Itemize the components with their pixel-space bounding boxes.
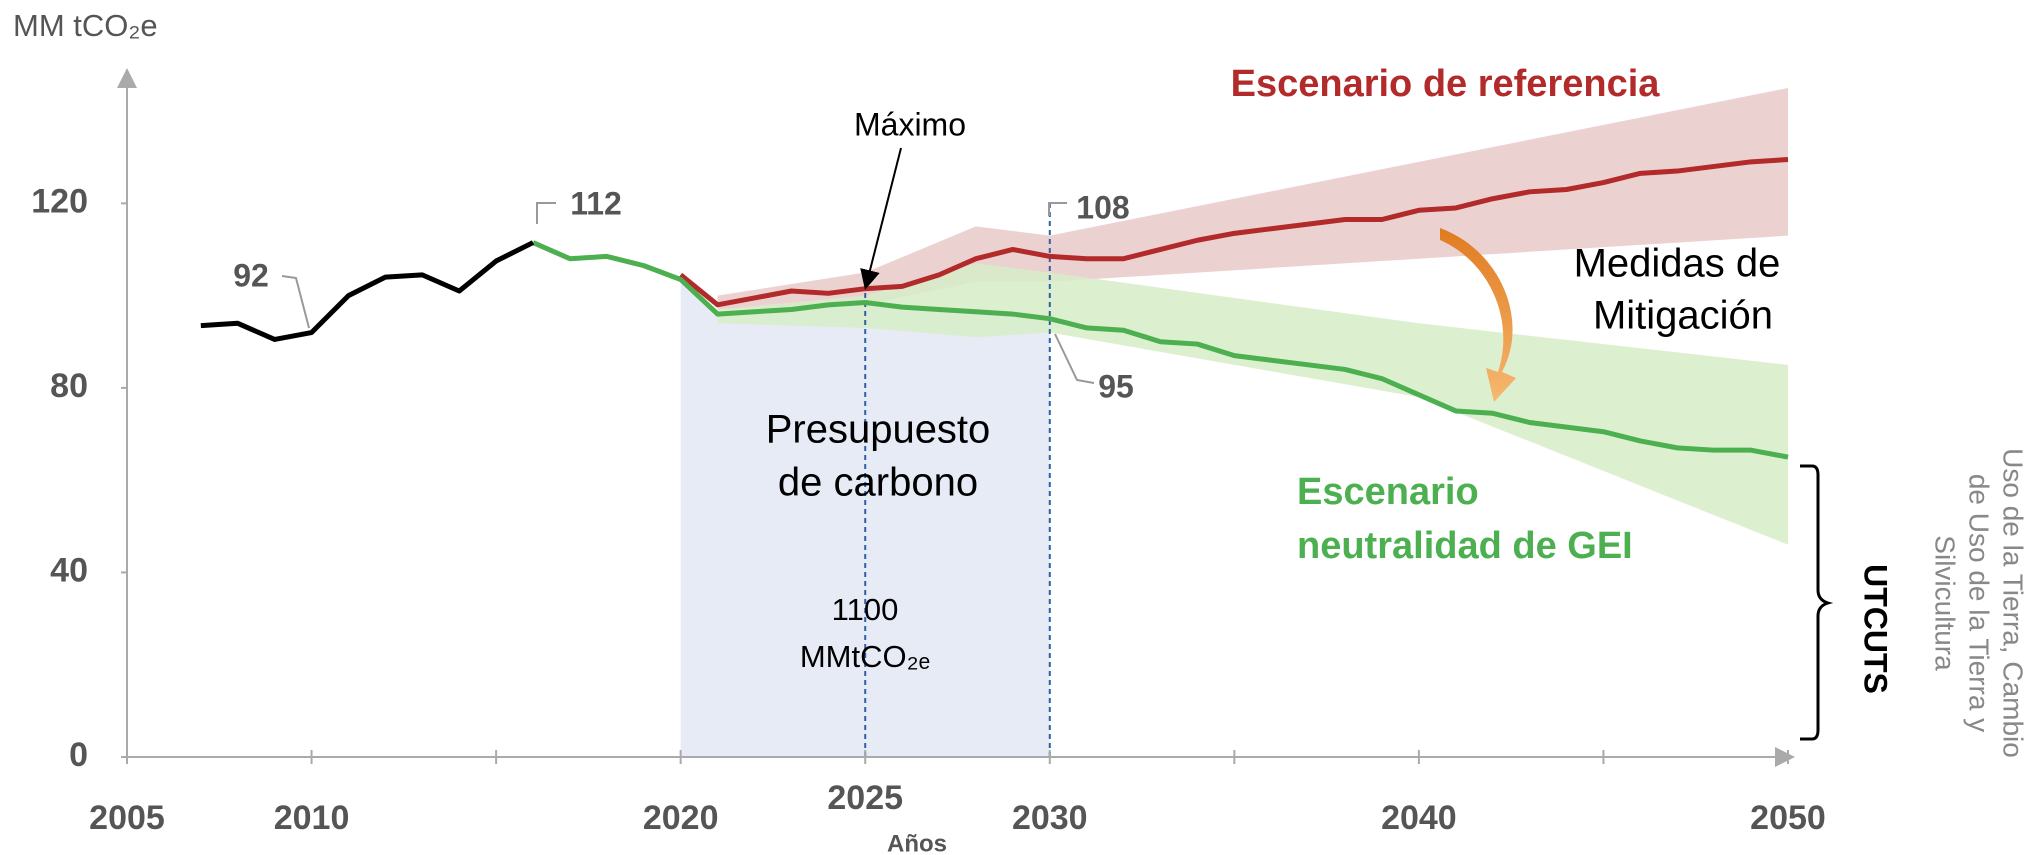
x-axis-label: Años	[887, 830, 947, 855]
annotation: Uso de la Tierra, Cambio	[1998, 448, 2029, 758]
y-tick-label: 40	[50, 551, 88, 589]
leader-line	[1054, 333, 1095, 384]
series-line	[532, 240, 1789, 460]
arrow	[860, 147, 902, 290]
annotation: Escenario de referencia	[1231, 63, 1661, 105]
brace	[1800, 464, 1834, 741]
annotation: UTCUTS	[1858, 564, 1894, 694]
y-tick-label: 0	[69, 736, 88, 774]
annotation: neutralidad de GEI	[1297, 525, 1633, 567]
annotation: Máximo	[854, 106, 966, 142]
x-tick-label: 2010	[274, 799, 350, 837]
annotation: Silvicultura	[1930, 535, 1961, 671]
annotation: 95	[1098, 368, 1134, 404]
x-tick-label: 2005	[89, 799, 165, 837]
x-tick-label: 2050	[1750, 799, 1826, 837]
annotation: Presupuesto	[766, 408, 991, 452]
annotation: 108	[1076, 189, 1129, 225]
leader-line	[281, 275, 310, 329]
series-line	[200, 240, 535, 342]
y-axis-label: MM tCO₂e	[13, 8, 158, 43]
annotation: 1100	[832, 592, 899, 627]
annotation: Medidas de	[1574, 242, 1781, 286]
leader-line	[1048, 202, 1067, 216]
y-tick-label: 80	[50, 367, 88, 405]
mitigation-arrow	[1440, 228, 1516, 402]
y-tick-label: 120	[31, 182, 88, 220]
annotation: 92	[233, 257, 269, 293]
x-tick-label: 2040	[1381, 799, 1457, 837]
x-tick-label: 2020	[643, 799, 719, 837]
x-tick-label: 2025	[827, 779, 903, 817]
annotation: MMtCO₂ₑ	[800, 639, 930, 674]
uncertainty-band	[717, 263, 1788, 545]
x-tick-label: 2030	[1012, 799, 1088, 837]
annotation: Mitigación	[1593, 294, 1773, 338]
annotation: de Uso de la Tierra y	[1964, 474, 1995, 732]
annotation: Escenario	[1297, 471, 1479, 513]
annotation: de carbono	[778, 461, 978, 505]
leader-line	[536, 202, 556, 224]
annotation: 112	[570, 185, 622, 221]
